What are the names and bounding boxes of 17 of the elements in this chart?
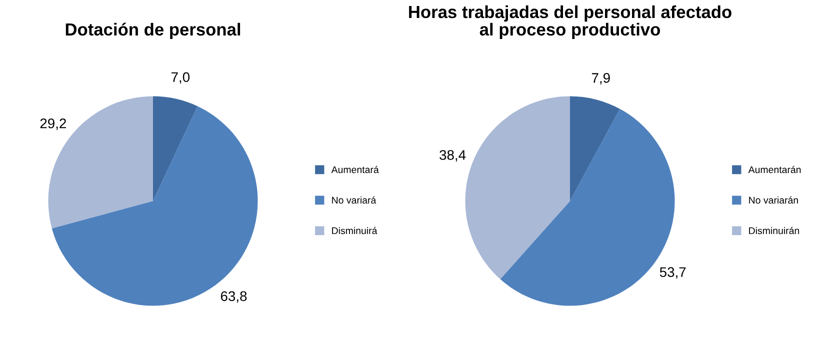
data-label: 53,7 [660, 267, 686, 279]
legend-label: Aumentará [331, 166, 379, 174]
data-label: 29,2 [40, 118, 66, 130]
data-label: 7,0 [171, 72, 190, 84]
data-label: 63,8 [220, 291, 247, 303]
legend-label: Disminuirá [332, 226, 378, 234]
chart-title: Horas trabajadas del personal afectado al proceso productivo [409, 5, 732, 40]
pie-slice [153, 96, 198, 201]
legend-label: Aumentarán [748, 166, 801, 174]
data-label: 7,9 [592, 73, 610, 85]
legend-label: No variará [332, 196, 376, 204]
pie-slice [570, 96, 620, 201]
legend-label: Disminuirán [749, 226, 799, 234]
legend-label: No variarán [749, 196, 798, 204]
pie-slice [465, 96, 570, 280]
data-label: 38,4 [440, 150, 466, 162]
chart-title: Dotación de personal [66, 22, 240, 40]
